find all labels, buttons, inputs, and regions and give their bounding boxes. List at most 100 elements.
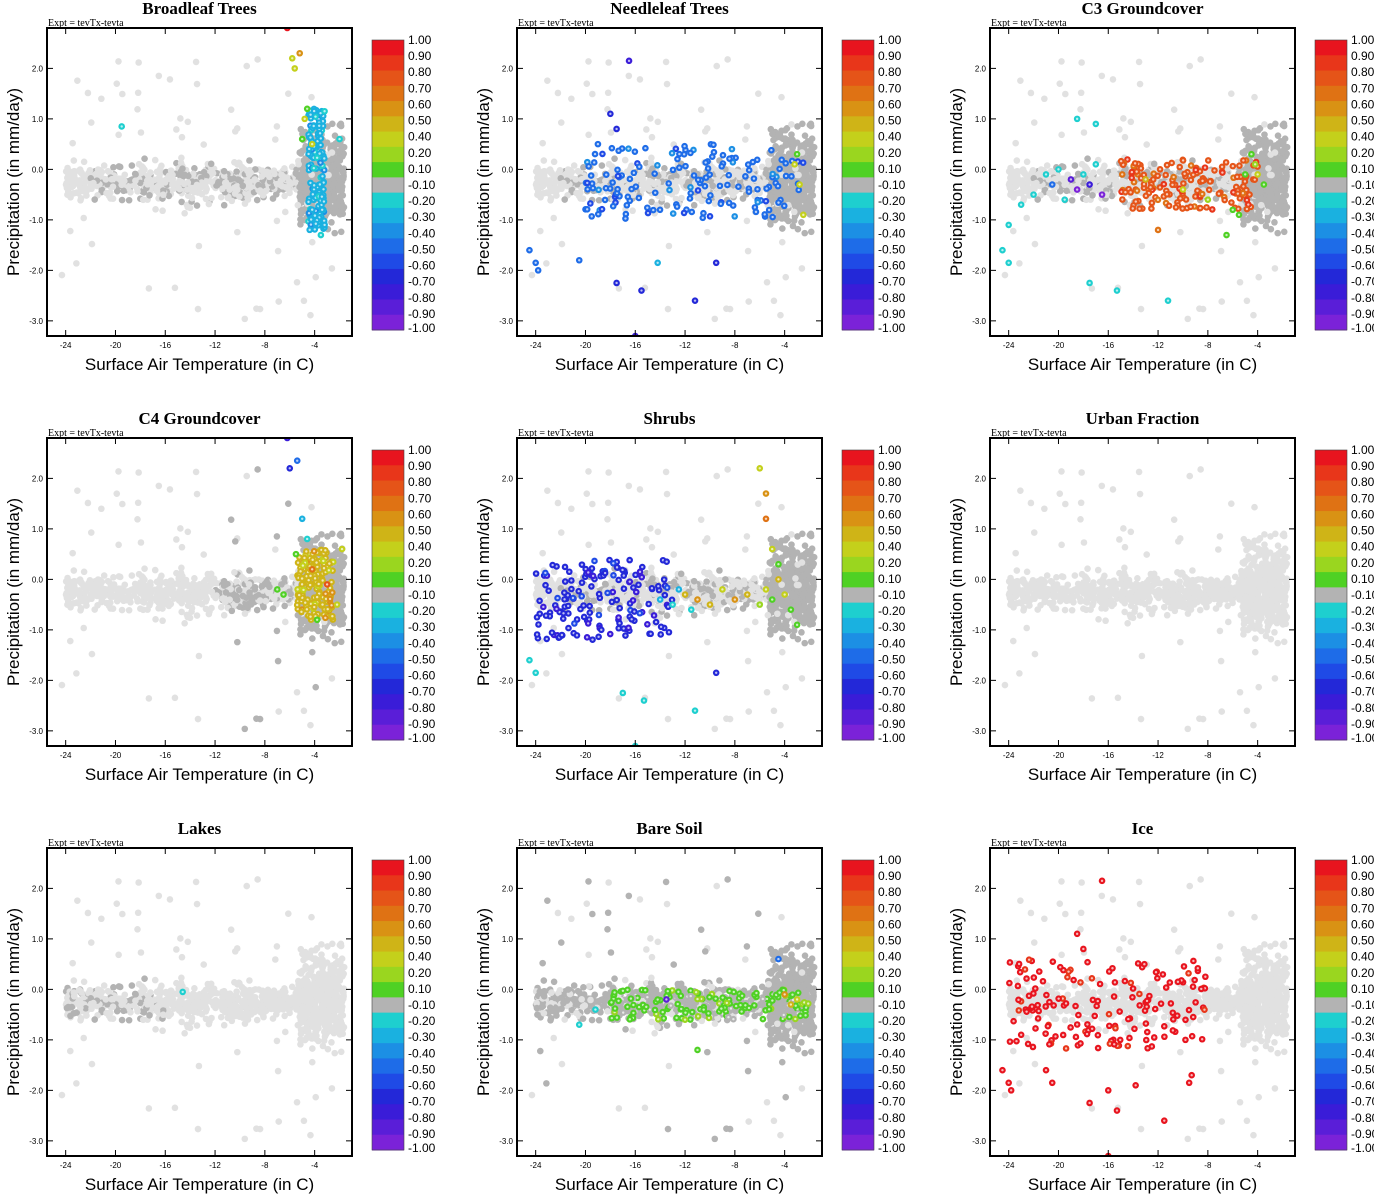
- colorbar-swatch: [842, 101, 874, 117]
- data-point-center: [534, 261, 537, 264]
- data-point: [336, 121, 344, 129]
- data-point: [1102, 207, 1109, 215]
- data-point: [335, 187, 342, 194]
- data-point: [328, 219, 335, 226]
- data-point-center: [678, 166, 681, 169]
- data-point-center: [1236, 192, 1240, 195]
- data-point: [805, 187, 812, 194]
- data-point-center: [1250, 153, 1253, 156]
- colorbar-label: -0.20: [878, 194, 906, 208]
- data-point-center: [737, 185, 740, 188]
- y-tick-label: -2.0: [972, 266, 986, 275]
- data-point: [202, 195, 210, 203]
- data-point: [209, 170, 217, 177]
- data-point: [1267, 225, 1275, 233]
- y-tick-label: -2.0: [29, 266, 43, 275]
- data-point-center: [1121, 198, 1124, 201]
- colorbar-label: 0.90: [878, 49, 902, 63]
- data-point-center: [1217, 192, 1221, 195]
- data-point: [781, 126, 789, 134]
- y-axis-label: Precipitation (in mm/day): [947, 88, 966, 276]
- data-point: [574, 167, 582, 175]
- data-point-center: [605, 173, 608, 176]
- y-tick-label: 0.0: [32, 165, 44, 174]
- colorbar-swatch: [372, 162, 404, 178]
- data-point: [1279, 165, 1286, 173]
- data-point: [1012, 139, 1019, 147]
- data-point-center: [323, 110, 326, 113]
- data-point-center: [1063, 198, 1066, 201]
- x-tick-label: -12: [679, 341, 691, 350]
- data-point: [171, 284, 179, 292]
- data-point: [757, 180, 765, 188]
- data-point: [636, 76, 644, 83]
- data-point: [678, 194, 685, 202]
- x-tick-label: -8: [731, 341, 739, 350]
- data-point: [1189, 157, 1196, 164]
- data-point: [298, 171, 305, 178]
- data-point: [82, 185, 90, 192]
- colorbar-swatch: [372, 207, 404, 224]
- data-point-center: [778, 167, 781, 171]
- data-point-center: [587, 165, 590, 168]
- data-point-center: [1156, 228, 1160, 232]
- data-point: [561, 196, 569, 203]
- data-point: [1272, 120, 1279, 128]
- data-point: [580, 164, 587, 171]
- data-point-center: [747, 190, 751, 193]
- data-point-center: [1149, 186, 1152, 189]
- data-point: [108, 176, 115, 183]
- data-point: [1252, 191, 1259, 199]
- data-point: [583, 80, 591, 87]
- x-axis-label: Surface Air Temperature (in C): [1028, 355, 1257, 374]
- data-point: [1282, 153, 1289, 160]
- data-point-center: [1162, 182, 1166, 186]
- data-point: [568, 95, 575, 103]
- data-point: [1110, 167, 1118, 174]
- data-point-center: [1205, 206, 1208, 209]
- data-point: [1056, 187, 1064, 195]
- data-point: [1250, 134, 1258, 141]
- data-point: [558, 185, 565, 193]
- data-point-center: [1238, 164, 1241, 167]
- data-point: [809, 153, 816, 160]
- data-point-center: [1139, 177, 1143, 180]
- data-point: [625, 72, 633, 80]
- data-point: [798, 219, 805, 226]
- data-point: [70, 189, 78, 197]
- colorbar-swatch: [372, 85, 404, 102]
- data-point: [272, 136, 279, 143]
- data-point: [589, 90, 596, 98]
- data-point: [178, 608, 185, 616]
- colorbar-frame: [1314, 39, 1348, 331]
- data-point: [159, 191, 167, 199]
- data-point: [754, 90, 762, 97]
- data-point-center: [780, 158, 783, 162]
- data-point: [312, 273, 320, 281]
- data-point: [806, 121, 814, 129]
- data-point: [1216, 217, 1224, 225]
- data-point-center: [1075, 117, 1079, 121]
- y-tick-label: 2.0: [975, 64, 987, 73]
- data-point: [539, 139, 546, 147]
- data-point-center: [1167, 204, 1171, 207]
- data-point: [1268, 171, 1275, 179]
- data-point-center: [1203, 166, 1207, 169]
- data-point: [663, 80, 671, 88]
- colorbar-label: -0.50: [408, 242, 436, 256]
- data-point: [84, 89, 92, 97]
- data-point: [785, 217, 792, 225]
- data-point: [1243, 297, 1251, 305]
- data-point: [1280, 228, 1288, 236]
- colorbar-label: -0.70: [878, 275, 906, 289]
- data-point: [779, 225, 786, 232]
- data-point: [173, 569, 180, 577]
- data-point: [585, 131, 592, 139]
- data-point-center: [298, 52, 301, 55]
- data-point: [115, 163, 123, 170]
- data-point: [80, 158, 88, 166]
- data-point: [295, 160, 302, 168]
- data-point: [195, 242, 203, 250]
- data-point-center: [312, 166, 315, 170]
- data-point-center: [1224, 161, 1228, 164]
